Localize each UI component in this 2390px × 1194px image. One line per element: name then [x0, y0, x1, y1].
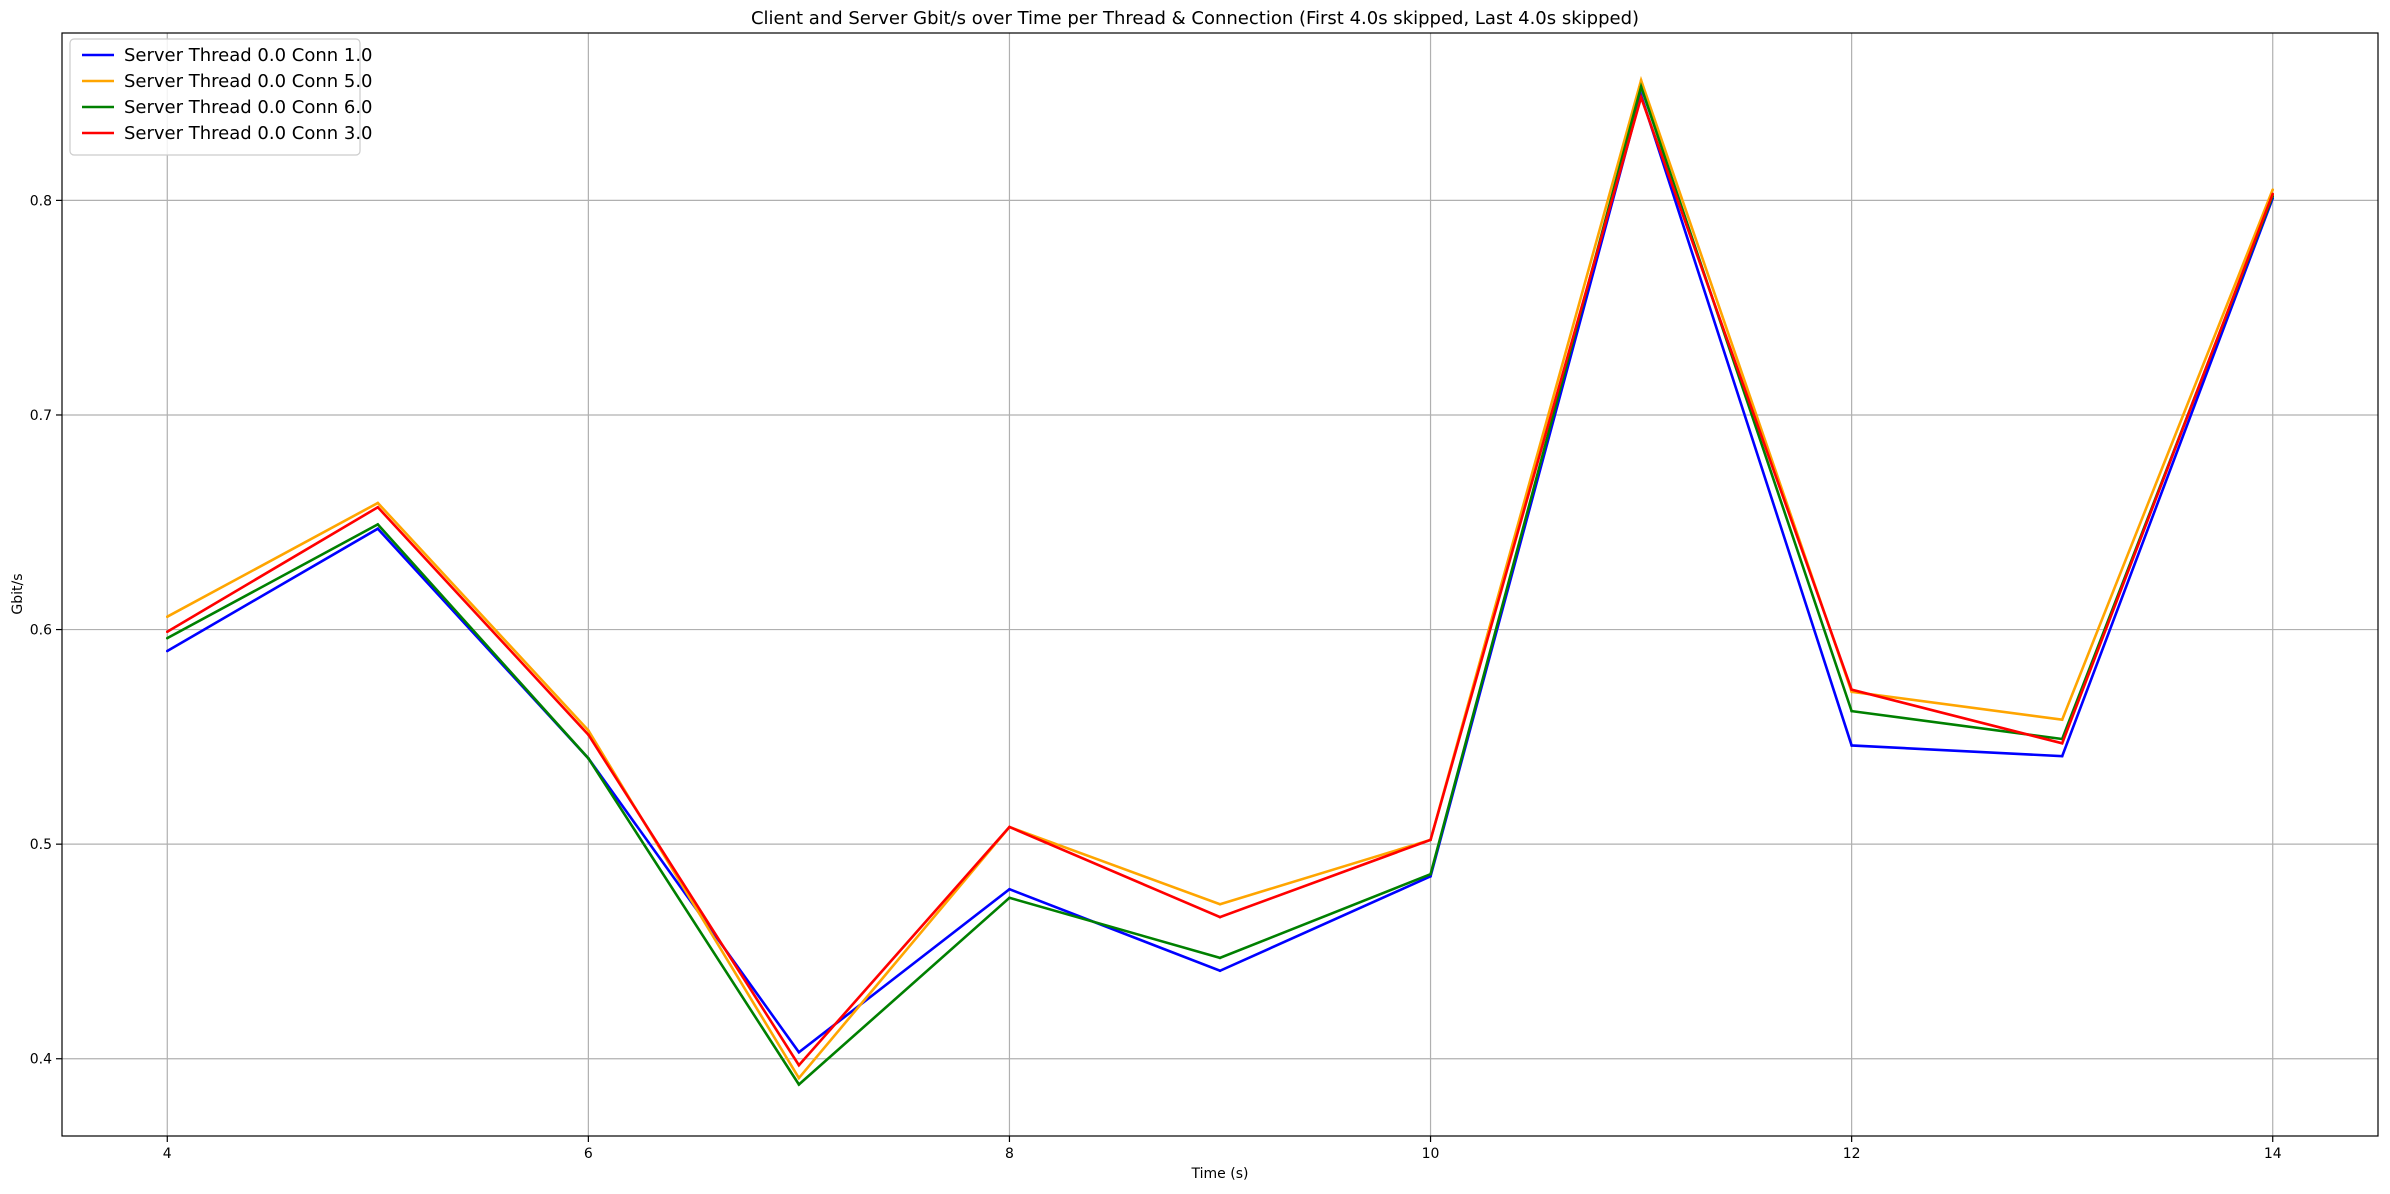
data-point [2060, 718, 2064, 721]
x-tick-label: 10 [1422, 1146, 1440, 1162]
data-point [1008, 887, 1011, 891]
gridlines [62, 33, 2378, 1136]
plot-lines [165, 75, 2275, 1087]
x-tick-label: 8 [1005, 1146, 1014, 1162]
x-tick-label: 6 [584, 1146, 593, 1162]
y-tick-label: 0.4 [30, 1052, 52, 1068]
legend-entry-label: Server Thread 0.0 Conn 5.0 [124, 71, 373, 92]
plot-area-frame [61, 32, 2379, 1137]
x-tick-label: 14 [2264, 1146, 2282, 1162]
legend-entry-label: Server Thread 0.0 Conn 3.0 [124, 123, 373, 144]
data-point [587, 757, 590, 760]
data-point [165, 649, 169, 653]
data-point [1218, 969, 1222, 973]
data-point [797, 1051, 801, 1054]
data-point [1850, 744, 1853, 747]
data-point [1850, 688, 1853, 691]
legend-entry-label: Server Thread 0.0 Conn 6.0 [124, 97, 373, 118]
data-point [587, 733, 590, 737]
axis-ticks: 4 6 8 10 12 14 0.4 0.5 0.6 0.7 0.8 [30, 193, 2282, 1162]
y-axis-label: Gbit/s [10, 573, 26, 614]
y-tick-label: 0.8 [30, 193, 52, 209]
data-point [376, 523, 380, 526]
data-point [1218, 902, 1222, 906]
data-point [1218, 956, 1222, 960]
legend-box [69, 38, 361, 156]
data-point [1639, 78, 1643, 82]
data-point [1008, 825, 1011, 829]
x-tick-label: 4 [163, 1146, 172, 1162]
data-point [1639, 85, 1643, 88]
data-point [165, 615, 169, 618]
data-point [165, 630, 169, 634]
chart-title: Client and Server Gbit/s over Time per T… [751, 8, 1639, 29]
data-point [2060, 741, 2064, 745]
x-axis-label: Time (s) [1191, 1166, 1249, 1182]
data-point [2271, 192, 2275, 196]
data-point [165, 636, 169, 640]
data-point [1429, 838, 1432, 842]
data-point [797, 1083, 801, 1086]
legend-entry-label: Server Thread 0.0 Conn 1.0 [124, 45, 373, 66]
data-point [1639, 96, 1643, 99]
data-point [1218, 915, 1222, 919]
x-tick-label: 12 [1843, 1146, 1861, 1162]
data-point [587, 729, 590, 732]
data-point [376, 527, 380, 531]
y-tick-label: 0.5 [30, 837, 52, 853]
y-tick-label: 0.6 [30, 623, 52, 639]
data-point [376, 505, 380, 509]
data-point [797, 1076, 801, 1080]
data-point [2271, 188, 2275, 191]
data-point [1429, 872, 1432, 876]
legend: Server Thread 0.0 Conn 1.0 Server Thread … [69, 38, 373, 156]
data-point [376, 501, 380, 505]
y-tick-label: 0.7 [30, 408, 52, 424]
data-point [2060, 754, 2064, 758]
data-point [1850, 709, 1853, 713]
data-point [1008, 896, 1011, 900]
data-point [797, 1063, 801, 1067]
